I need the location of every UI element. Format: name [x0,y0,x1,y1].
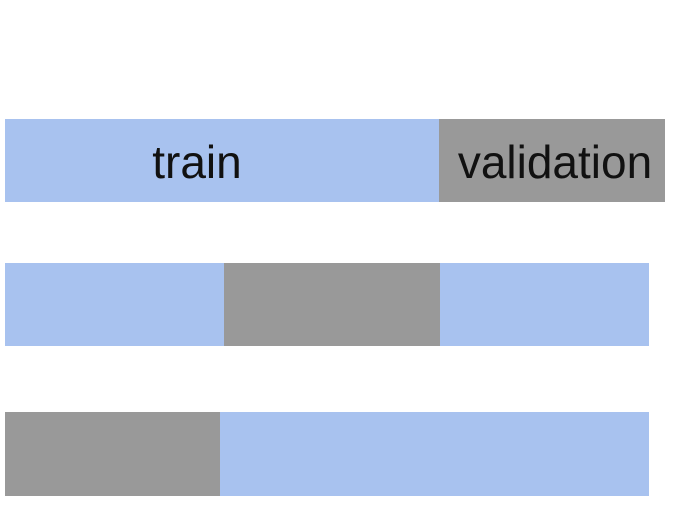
validation-segment [5,412,220,496]
validation-segment [224,263,440,346]
train-segment: train [5,119,439,202]
train-segment [440,263,649,346]
train-label: train [152,135,242,188]
validation-label: validation [457,135,653,188]
train-segment [5,263,224,346]
train-segment [220,412,649,496]
validation-segment: validation [439,119,665,202]
